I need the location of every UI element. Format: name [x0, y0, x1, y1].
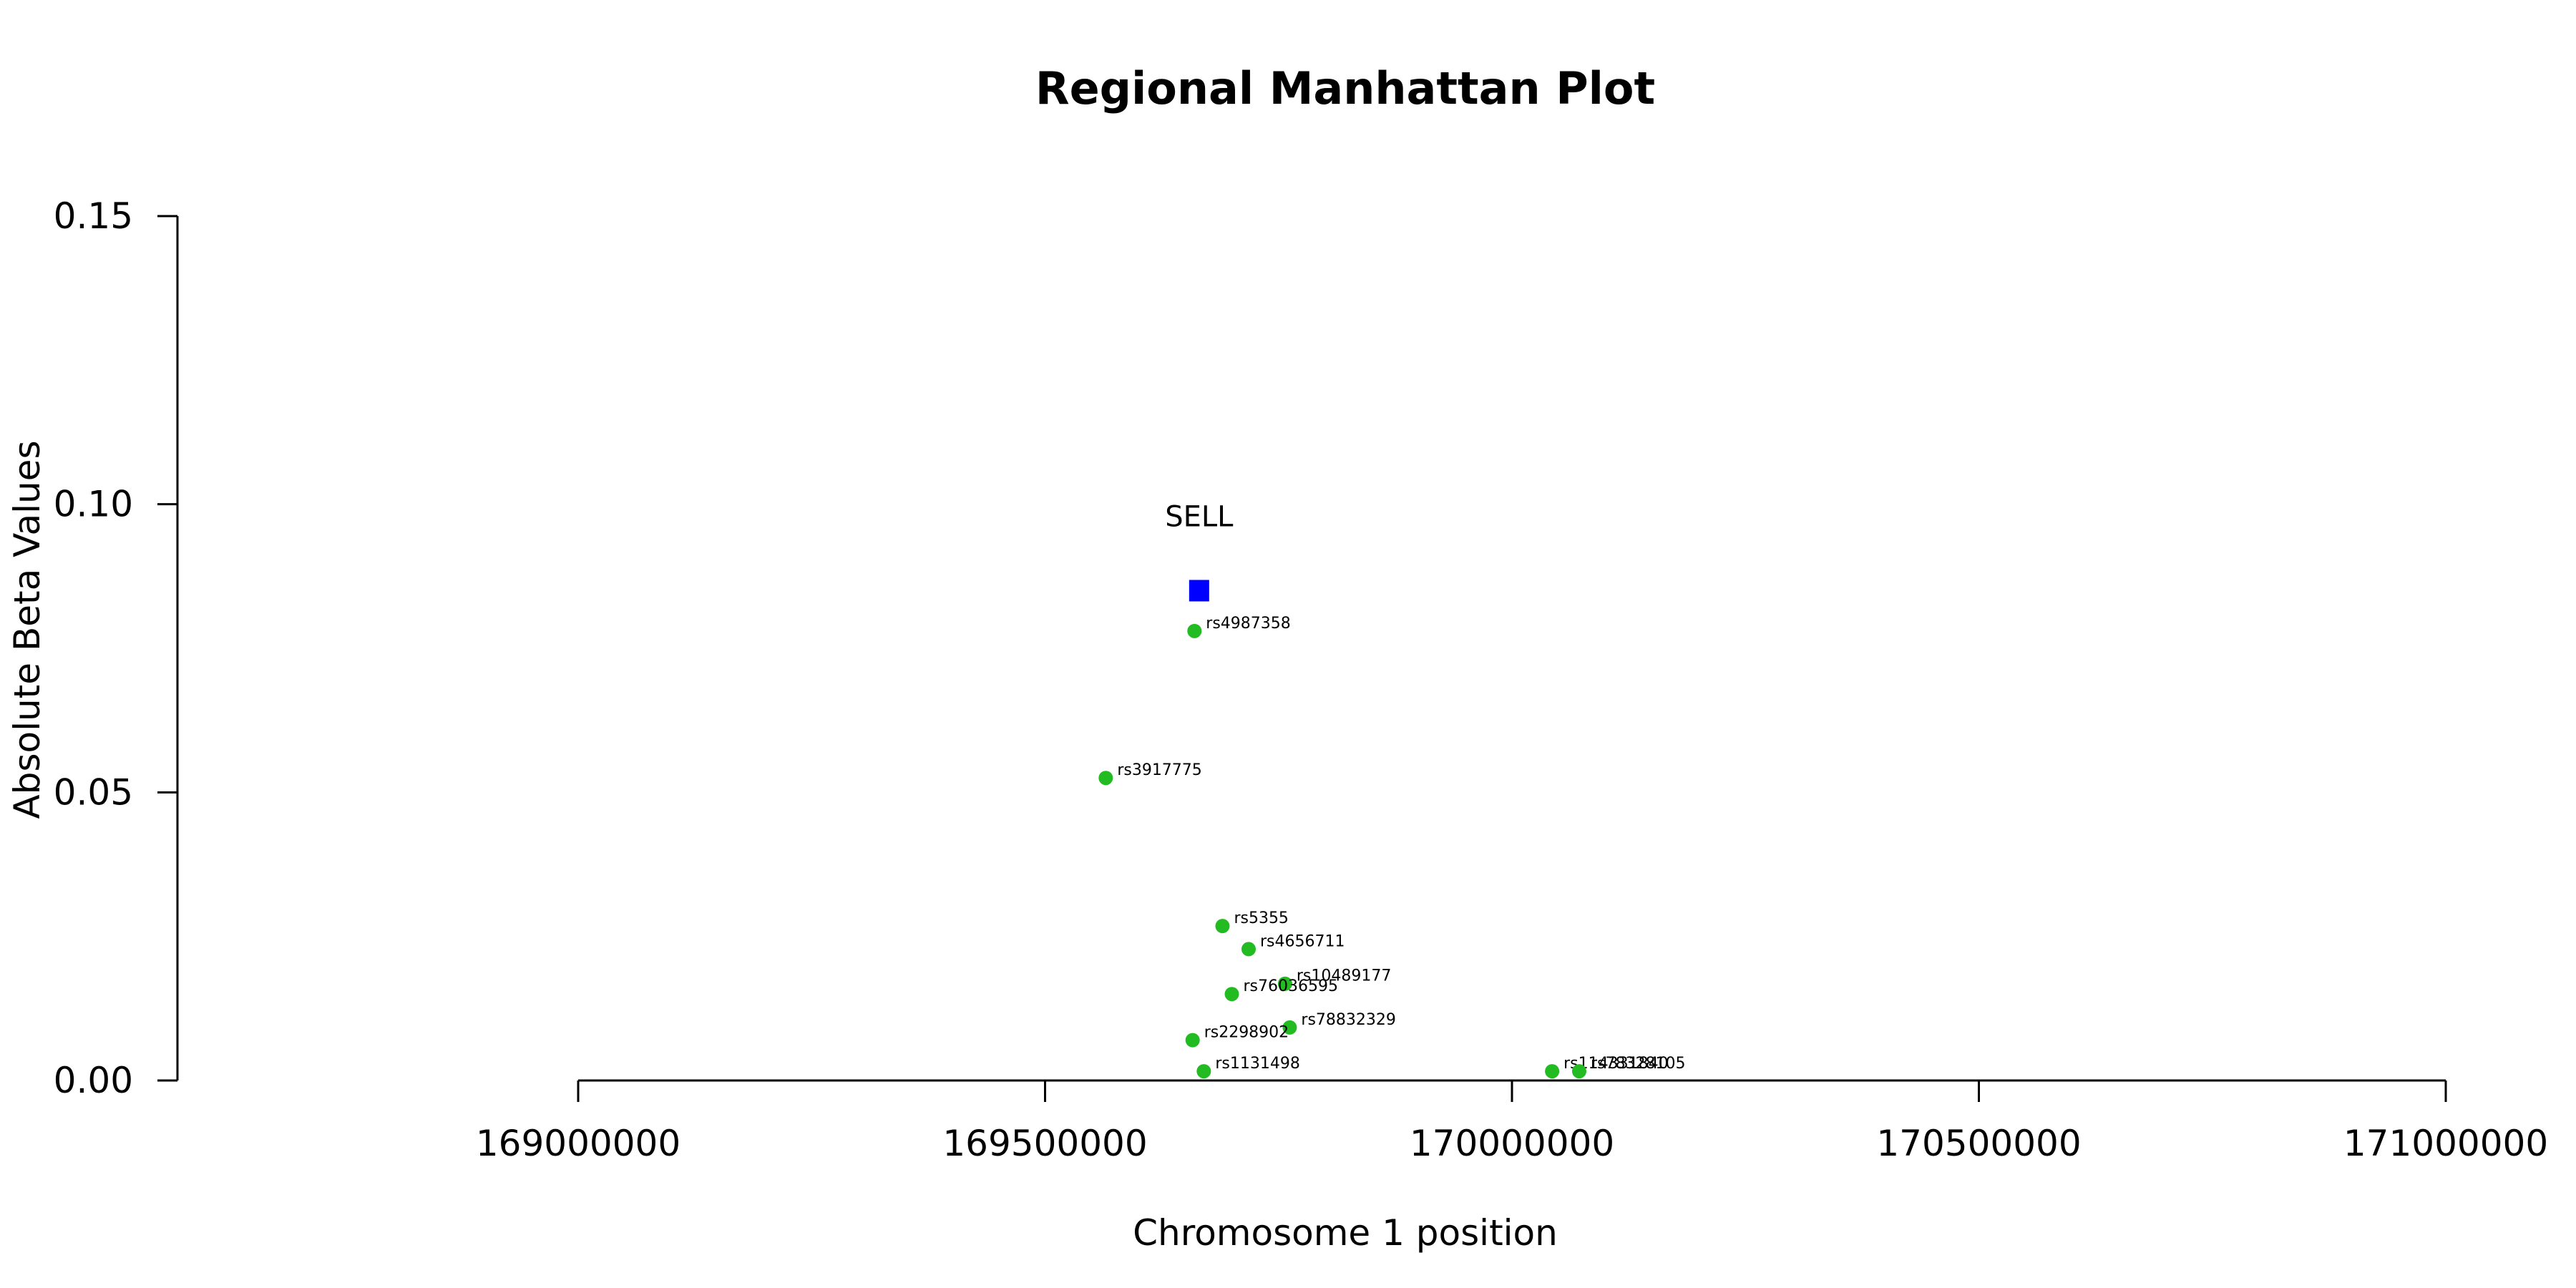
x-tick-label: 169500000: [942, 1123, 1147, 1164]
snp-point: [1224, 987, 1239, 1002]
x-tick-label: 171000000: [2343, 1123, 2548, 1164]
y-tick-label: 0.05: [54, 771, 133, 813]
snp-label: rs4987358: [1206, 615, 1291, 633]
x-tick-label: 170500000: [1876, 1123, 2081, 1164]
snp-point: [1282, 1020, 1297, 1035]
y-axis-label: Absolute Beta Values: [6, 441, 48, 819]
axes: 0.00 0.05 0.10 0.15 169000000 169500000 170000…: [54, 195, 2548, 1164]
snp-label: rs78832329: [1301, 1011, 1395, 1029]
gene-label: SELL: [1165, 500, 1234, 533]
chart-title: Regional Manhattan Plot: [1035, 62, 1655, 114]
x-tick-label: 170000000: [1410, 1123, 1614, 1164]
snp-label: rs78328105: [1591, 1055, 1685, 1073]
snp-point: [1277, 976, 1292, 991]
snp-point: [1241, 942, 1256, 957]
snp-label: rs10489177: [1297, 967, 1391, 985]
gene-marker: [1189, 580, 1209, 602]
y-tick-label: 0.10: [54, 484, 133, 525]
data-marks: rs4987358 rs3917775 rs5355 rs4656711 rs10489…: [1098, 500, 1685, 1079]
snp-label: rs3917775: [1117, 761, 1202, 779]
y-tick-label: 0.15: [54, 195, 133, 237]
snp-point: [1185, 1033, 1200, 1048]
x-tick-label: 169000000: [476, 1123, 680, 1164]
snp-point: [1571, 1064, 1586, 1079]
snp-point: [1545, 1064, 1560, 1079]
snp-label: rs76036595: [1244, 977, 1338, 995]
snp-point: [1215, 919, 1230, 934]
snp-label: rs1131498: [1215, 1055, 1300, 1073]
x-axis-label: Chromosome 1 position: [1133, 1212, 1558, 1254]
snp-label: rs5355: [1234, 909, 1289, 927]
snp-label: rs4656711: [1260, 932, 1345, 950]
snp-point: [1196, 1064, 1211, 1079]
snp-label: rs2298902: [1204, 1024, 1289, 1042]
snp-point: [1098, 771, 1113, 786]
y-tick-label: 0.00: [54, 1060, 133, 1101]
snp-point: [1187, 623, 1202, 638]
